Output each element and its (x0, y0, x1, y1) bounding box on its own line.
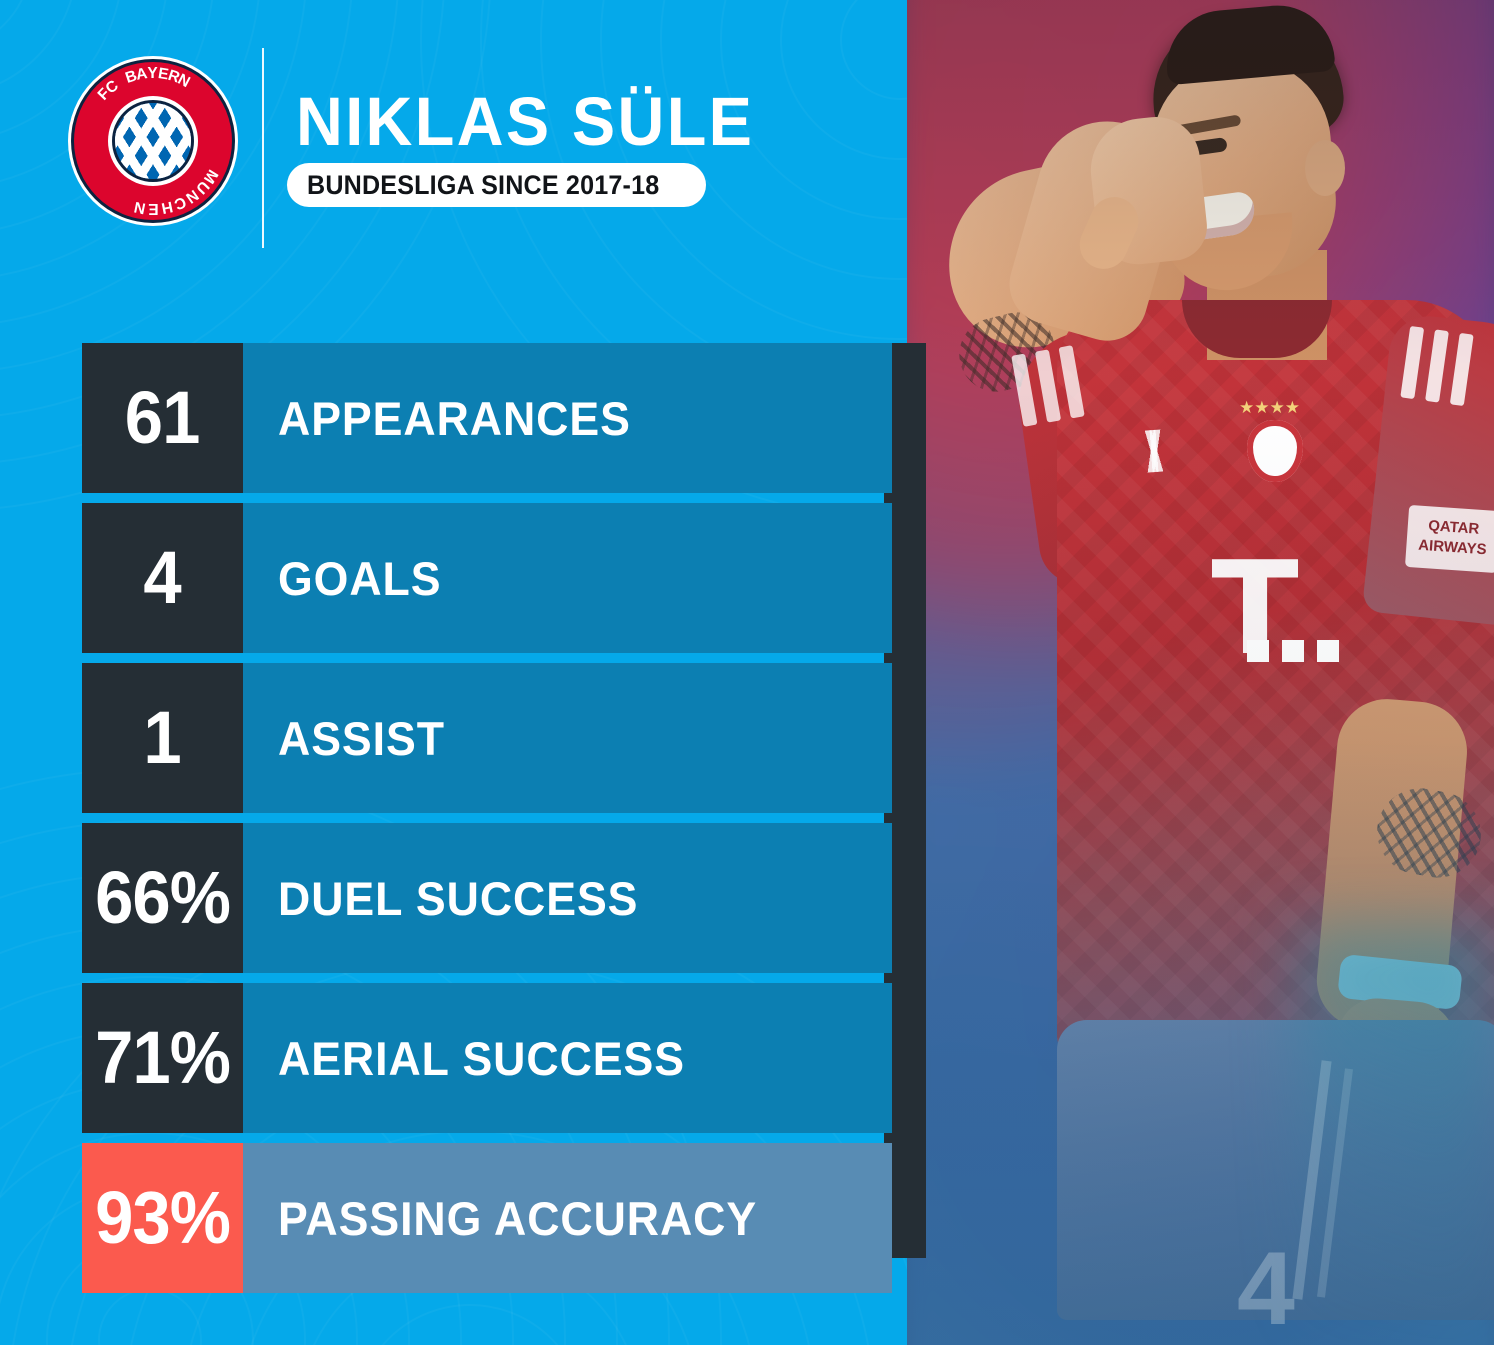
shorts-number: 4 (1237, 1230, 1357, 1345)
stat-label: GOALS (278, 551, 442, 605)
kit-club-crest-icon (1247, 420, 1303, 482)
stat-bar: PASSING ACCURACY (243, 1143, 892, 1293)
header-divider (262, 48, 264, 248)
stat-bar: DUEL SUCCESS (243, 823, 892, 973)
stat-value: 66% (95, 856, 231, 939)
stat-value: 4 (143, 536, 182, 619)
kit-stars-icon: ★★★★ (1239, 398, 1300, 418)
stat-value: 61 (125, 376, 201, 459)
stat-value-box: 66% (82, 823, 243, 973)
stat-value-box: 93% (82, 1143, 243, 1293)
photo-vignette (907, 0, 1494, 1345)
league-badge-label: BUNDESLIGA SINCE 2017-18 (307, 169, 660, 200)
stats-list: 61 APPEARANCES 4 GOALS 1 ASSIST 66% DUEL SUCCES… (82, 343, 892, 1293)
stat-bar: AERIAL SUCCESS (243, 983, 892, 1133)
stat-label: AERIAL SUCCESS (278, 1031, 685, 1085)
stat-row: 4 GOALS (82, 503, 892, 653)
photo-gradient-overlay (907, 0, 1494, 1345)
player-photo: ★★★★ T QATAR AIRWAYS 4 (907, 0, 1494, 1345)
stat-label: PASSING ACCURACY (278, 1191, 758, 1245)
stat-label: DUEL SUCCESS (278, 871, 639, 925)
stat-bar: GOALS (243, 503, 892, 653)
stat-value: 93% (95, 1176, 231, 1259)
stat-label: APPEARANCES (278, 391, 631, 445)
player-ear (1305, 140, 1345, 196)
stat-row: 71% AERIAL SUCCESS (82, 983, 892, 1133)
stat-value-box: 61 (82, 343, 243, 493)
stat-value-box: 1 (82, 663, 243, 813)
stat-bar: APPEARANCES (243, 343, 892, 493)
page-title: NIKLAS SÜLE (296, 83, 755, 160)
stat-value: 1 (143, 696, 182, 779)
kit-sponsor-dots-icon (1247, 640, 1339, 662)
stat-value-box: 4 (82, 503, 243, 653)
stat-value-box: 71% (82, 983, 243, 1133)
stat-bar: ASSIST (243, 663, 892, 813)
league-badge: BUNDESLIGA SINCE 2017-18 (287, 163, 706, 207)
stat-row: 61 APPEARANCES (82, 343, 892, 493)
stat-row: 93% PASSING ACCURACY (82, 1143, 892, 1293)
stat-label: ASSIST (278, 711, 445, 765)
stat-value: 71% (95, 1016, 231, 1099)
stat-row: 66% DUEL SUCCESS (82, 823, 892, 973)
stat-row: 1 ASSIST (82, 663, 892, 813)
photo-teal-tint (1294, 925, 1494, 1345)
